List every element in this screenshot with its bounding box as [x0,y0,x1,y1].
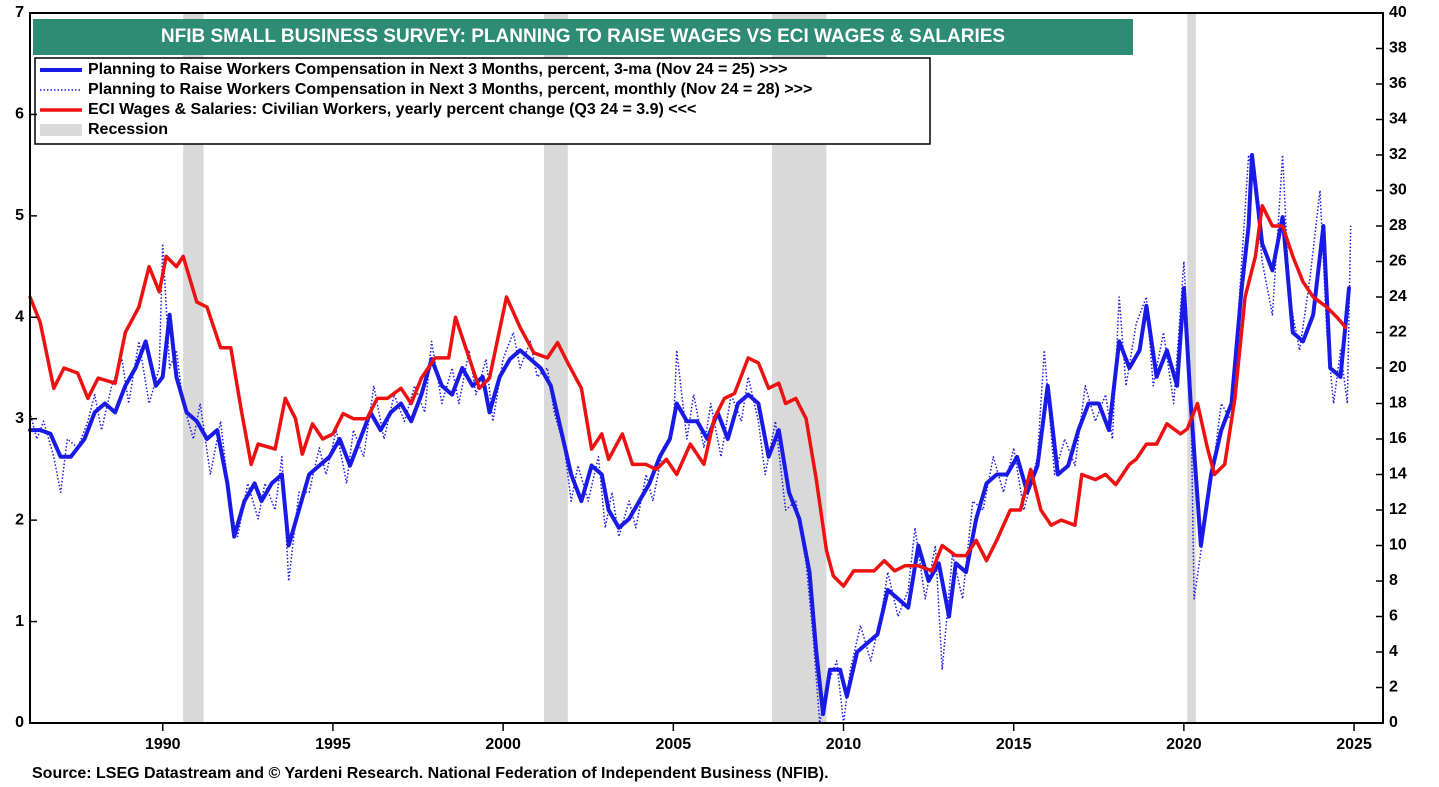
series-line [28,203,1348,588]
y-tick-label: 7 [15,4,24,21]
plot-border [29,12,1384,724]
y2-tick-label: 24 [1389,288,1407,305]
y2-tick-label: 32 [1389,146,1407,163]
chart-title: NFIB SMALL BUSINESS SURVEY: PLANNING TO … [161,26,1005,47]
y2-tick-label: 2 [1389,679,1398,696]
legend-label: Planning to Raise Workers Compensation i… [88,81,812,98]
legend-swatch [40,124,82,136]
x-tick-label: 1995 [315,736,351,753]
y2-tick-label: 26 [1389,253,1407,270]
y2-tick-label: 12 [1389,501,1407,518]
y-tick-label: 3 [15,410,24,427]
x-tick-label: 2015 [996,736,1032,753]
source-note: Source: LSEG Datastream and © Yardeni Re… [32,765,829,782]
y2-tick-label: 22 [1389,324,1407,341]
y2-tick-label: 28 [1389,217,1407,234]
x-tick-label: 1990 [145,736,181,753]
y2-tick-label: 4 [1389,643,1398,660]
y2-tick-label: 10 [1389,537,1407,554]
x-tick-label: 2010 [826,736,862,753]
recession-band [183,13,204,723]
y2-tick-label: 20 [1389,359,1407,376]
x-tick-label: 2000 [485,736,521,753]
y2-tick-label: 0 [1389,714,1398,731]
series-line [28,153,1351,717]
x-tick-label: 2005 [656,736,692,753]
y2-tick-label: 30 [1389,182,1407,199]
legend: Planning to Raise Workers Compensation i… [34,57,931,145]
y2-tick-label: 14 [1389,466,1407,483]
legend-label: ECI Wages & Salaries: Civilian Workers, … [88,101,696,118]
recession-band [543,13,568,723]
y-tick-label: 0 [15,714,24,731]
y-tick-label: 5 [15,207,24,224]
y2-tick-label: 34 [1389,111,1407,128]
y-tick-label: 4 [15,309,24,326]
x-tick-label: 2020 [1166,736,1202,753]
x-tick-label: 2025 [1336,736,1372,753]
y2-tick-label: 40 [1389,4,1407,21]
legend-label: Recession [88,121,168,138]
recession-band [1187,13,1196,723]
y2-tick-label: 16 [1389,430,1407,447]
y2-tick-label: 8 [1389,572,1398,589]
legend-box [34,57,931,145]
series-line [29,154,1352,724]
y-tick-label: 6 [15,106,24,123]
y2-tick-label: 18 [1389,395,1407,412]
y-tick-label: 1 [15,613,24,630]
y2-tick-label: 38 [1389,40,1407,57]
y-tick-label: 2 [15,511,24,528]
y2-tick-label: 36 [1389,75,1407,92]
legend-label: Planning to Raise Workers Compensation i… [88,61,787,78]
title-box [33,19,1133,55]
y2-tick-label: 6 [1389,608,1398,625]
